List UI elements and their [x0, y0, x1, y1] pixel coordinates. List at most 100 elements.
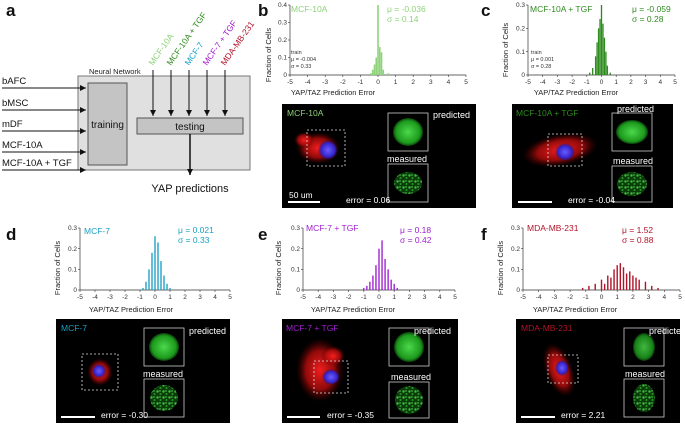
- histogram-bar: [605, 51, 607, 75]
- mu-stat: μ = 1.52: [622, 225, 653, 235]
- histogram-bar: [160, 261, 162, 290]
- histogram-bar: [606, 65, 609, 75]
- y-axis-label: Fraction of Cells: [496, 241, 505, 295]
- x-tick-label: 0: [600, 294, 604, 301]
- y-tick-label: 0.3: [68, 225, 77, 232]
- x-tick-label: 1: [394, 79, 398, 86]
- x-tick-label: -4: [315, 294, 321, 301]
- histogram-bar: [616, 265, 618, 290]
- x-tick-label: -4: [305, 79, 311, 86]
- x-tick-label: -4: [92, 294, 98, 301]
- x-tick-label: 0: [153, 294, 157, 301]
- x-tick-label: -1: [584, 79, 590, 86]
- histogram-bar: [657, 287, 659, 290]
- histogram-bar: [157, 242, 159, 290]
- train-sigma-stat: σ = 0.28: [531, 64, 551, 70]
- measured-cell: [395, 386, 423, 414]
- x-tick-label: -4: [540, 79, 546, 86]
- histogram-bar: [142, 287, 144, 290]
- measured-cell: [394, 172, 422, 194]
- histogram-bar: [148, 269, 150, 290]
- x-tick-label: 2: [411, 79, 415, 86]
- micrograph-mcf10a: MCF-10A predicted measured 50 um error =…: [282, 104, 476, 208]
- x-tick-label: -5: [300, 294, 306, 301]
- x-tick-label: 5: [678, 294, 682, 301]
- y-tick-label: 0.1: [278, 55, 287, 62]
- training-label: training: [91, 120, 124, 131]
- histogram-bar: [373, 64, 376, 75]
- panel-label-a: a: [6, 1, 16, 20]
- x-tick-label: 0: [376, 79, 380, 86]
- error-value: error = 0.06: [346, 195, 390, 205]
- x-axis-label: YAP/TAZ Prediction Error: [291, 88, 376, 97]
- x-tick-label: 2: [408, 294, 412, 301]
- output-label: YAP predictions: [151, 183, 229, 195]
- error-value: error = 2.21: [561, 410, 605, 420]
- x-axis-label: YAP/TAZ Prediction Error: [534, 88, 619, 97]
- cell-body: [321, 346, 345, 366]
- y-tick-label: 0.1: [516, 49, 525, 56]
- histogram-bar: [600, 5, 603, 75]
- y-tick-label: 0.3: [516, 2, 525, 9]
- x-tick-label: -2: [340, 79, 346, 86]
- mu-stat: μ = 0.18: [400, 225, 431, 235]
- x-tick-label: -3: [555, 79, 561, 86]
- selection-box: [313, 360, 349, 394]
- x-tick-label: -5: [77, 294, 83, 301]
- micrograph-label: MDA-MB-231: [521, 323, 573, 333]
- selection-box: [547, 354, 579, 384]
- x-tick-label: 4: [438, 294, 442, 301]
- predicted-label: predicted: [617, 104, 654, 114]
- network-label: Neural Network: [89, 67, 141, 76]
- histogram-bar: [371, 69, 374, 75]
- error-value: error = -0.30: [101, 410, 148, 420]
- histogram-mcf7-tgf: Fraction of Cells YAP/TAZ Prediction Err…: [274, 223, 457, 314]
- y-axis-label: Fraction of Cells: [274, 241, 283, 295]
- predicted-cell: [394, 332, 424, 362]
- histogram-bar: [372, 275, 374, 290]
- x-tick-label: -2: [346, 294, 352, 301]
- micrograph-label: MCF-10A: [287, 108, 324, 118]
- micrograph-mcf7-tgf: MCF-7 + TGF predicted measured error = -…: [282, 319, 458, 423]
- histogram-bar: [613, 269, 615, 290]
- histogram-bar: [384, 259, 386, 290]
- x-tick-label: 0: [377, 294, 381, 301]
- x-tick-label: 3: [423, 294, 427, 301]
- histogram-bar: [603, 37, 606, 75]
- histogram-bar: [393, 283, 395, 290]
- micrograph-label: MCF-7 + TGF: [286, 323, 339, 333]
- x-tick-label: -3: [552, 294, 558, 301]
- histogram-bar: [594, 56, 597, 75]
- histogram-bar: [596, 42, 598, 75]
- x-axis-label: YAP/TAZ Prediction Error: [533, 305, 618, 314]
- measured-cell: [633, 384, 655, 412]
- testing-label: testing: [175, 122, 204, 133]
- panel-label-c: c: [481, 1, 490, 20]
- histogram-bar: [151, 252, 153, 290]
- x-tick-label: 5: [673, 79, 677, 86]
- measured-label: measured: [143, 369, 183, 379]
- histogram-bar: [381, 240, 383, 290]
- histogram-bar: [363, 287, 365, 290]
- sigma-stat: σ = 0.28: [632, 14, 664, 24]
- x-tick-label: 2: [629, 79, 633, 86]
- histogram-bar: [370, 73, 372, 75]
- histogram-bar: [366, 285, 368, 290]
- histogram-mcf10a-tgf: Fraction of Cells YAP/TAZ Prediction Err…: [501, 2, 677, 97]
- x-tick-label: 1: [614, 79, 618, 86]
- y-tick-label: 0.2: [516, 26, 525, 33]
- train-mu-stat: μ = -0.004: [291, 57, 316, 63]
- sigma-stat: σ = 0.33: [178, 235, 210, 245]
- x-tick-label: 5: [228, 294, 232, 301]
- x-axis-label: YAP/TAZ Prediction Error: [311, 305, 396, 314]
- x-tick-label: -2: [569, 79, 575, 86]
- histogram-bar: [651, 285, 653, 290]
- histogram-bar: [378, 248, 380, 290]
- chart-title: MDA-MB-231: [527, 223, 579, 233]
- x-tick-label: -5: [525, 79, 531, 86]
- cell-nucleus: [555, 143, 575, 161]
- panel-a: a Neural Network training testing bAFC b…: [2, 1, 256, 195]
- y-tick-label: 0.2: [511, 246, 520, 253]
- train-stat-title: train: [291, 50, 302, 56]
- predicted-label: predicted: [189, 326, 226, 336]
